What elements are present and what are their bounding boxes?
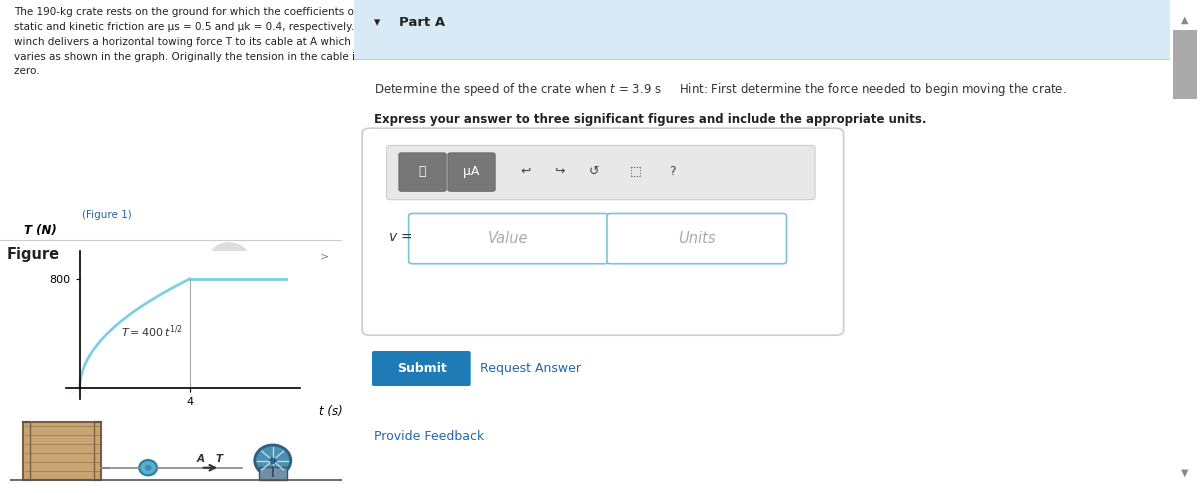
Circle shape (139, 460, 157, 475)
Circle shape (210, 243, 248, 271)
Text: >: > (320, 252, 330, 262)
Text: ▾: ▾ (374, 16, 380, 29)
Text: ▼: ▼ (1181, 468, 1189, 478)
Text: A: A (197, 454, 204, 464)
FancyBboxPatch shape (372, 351, 470, 386)
Text: Submit: Submit (397, 362, 446, 375)
FancyBboxPatch shape (448, 153, 496, 191)
FancyBboxPatch shape (1174, 30, 1198, 99)
Text: 1 of 1: 1 of 1 (262, 252, 292, 262)
Text: Express your answer to three significant figures and include the appropriate uni: Express your answer to three significant… (374, 113, 926, 126)
FancyBboxPatch shape (24, 422, 101, 480)
Text: Figure: Figure (7, 246, 60, 262)
FancyBboxPatch shape (398, 153, 446, 191)
FancyBboxPatch shape (409, 213, 608, 264)
Text: (Figure 1): (Figure 1) (82, 210, 132, 220)
Text: T (N): T (N) (24, 224, 56, 237)
Text: μA: μA (463, 165, 480, 177)
Text: Provide Feedback: Provide Feedback (374, 430, 485, 443)
FancyBboxPatch shape (362, 128, 844, 335)
Text: The 190-kg crate rests on the ground for which the coefficients of
static and ki: The 190-kg crate rests on the ground for… (13, 7, 377, 76)
Text: <: < (224, 250, 234, 261)
Text: ?: ? (668, 165, 676, 177)
Text: Part A: Part A (398, 16, 445, 29)
FancyBboxPatch shape (607, 213, 786, 264)
Text: ⌸: ⌸ (419, 165, 426, 177)
FancyBboxPatch shape (259, 466, 287, 480)
Circle shape (145, 465, 151, 471)
Text: $T = 400\,t^{1/2}$: $T = 400\,t^{1/2}$ (121, 323, 184, 340)
Circle shape (254, 445, 290, 476)
Text: ↺: ↺ (589, 165, 599, 177)
FancyBboxPatch shape (354, 0, 1170, 59)
Text: ↪: ↪ (554, 165, 565, 177)
Text: $v$ =: $v$ = (389, 230, 413, 244)
Text: Value: Value (488, 231, 528, 246)
Text: Request Answer: Request Answer (480, 362, 582, 375)
Text: ↩: ↩ (520, 165, 530, 177)
Circle shape (269, 457, 277, 464)
Text: t (s): t (s) (319, 405, 342, 418)
Text: ▲: ▲ (1181, 15, 1189, 25)
Text: ⬚: ⬚ (630, 165, 641, 177)
Text: T: T (216, 454, 223, 464)
Text: Determine the speed of the crate when $t$ = 3.9 s     Hint: First determine the : Determine the speed of the crate when $t… (374, 81, 1067, 98)
FancyBboxPatch shape (386, 145, 815, 200)
Text: Units: Units (678, 231, 715, 246)
